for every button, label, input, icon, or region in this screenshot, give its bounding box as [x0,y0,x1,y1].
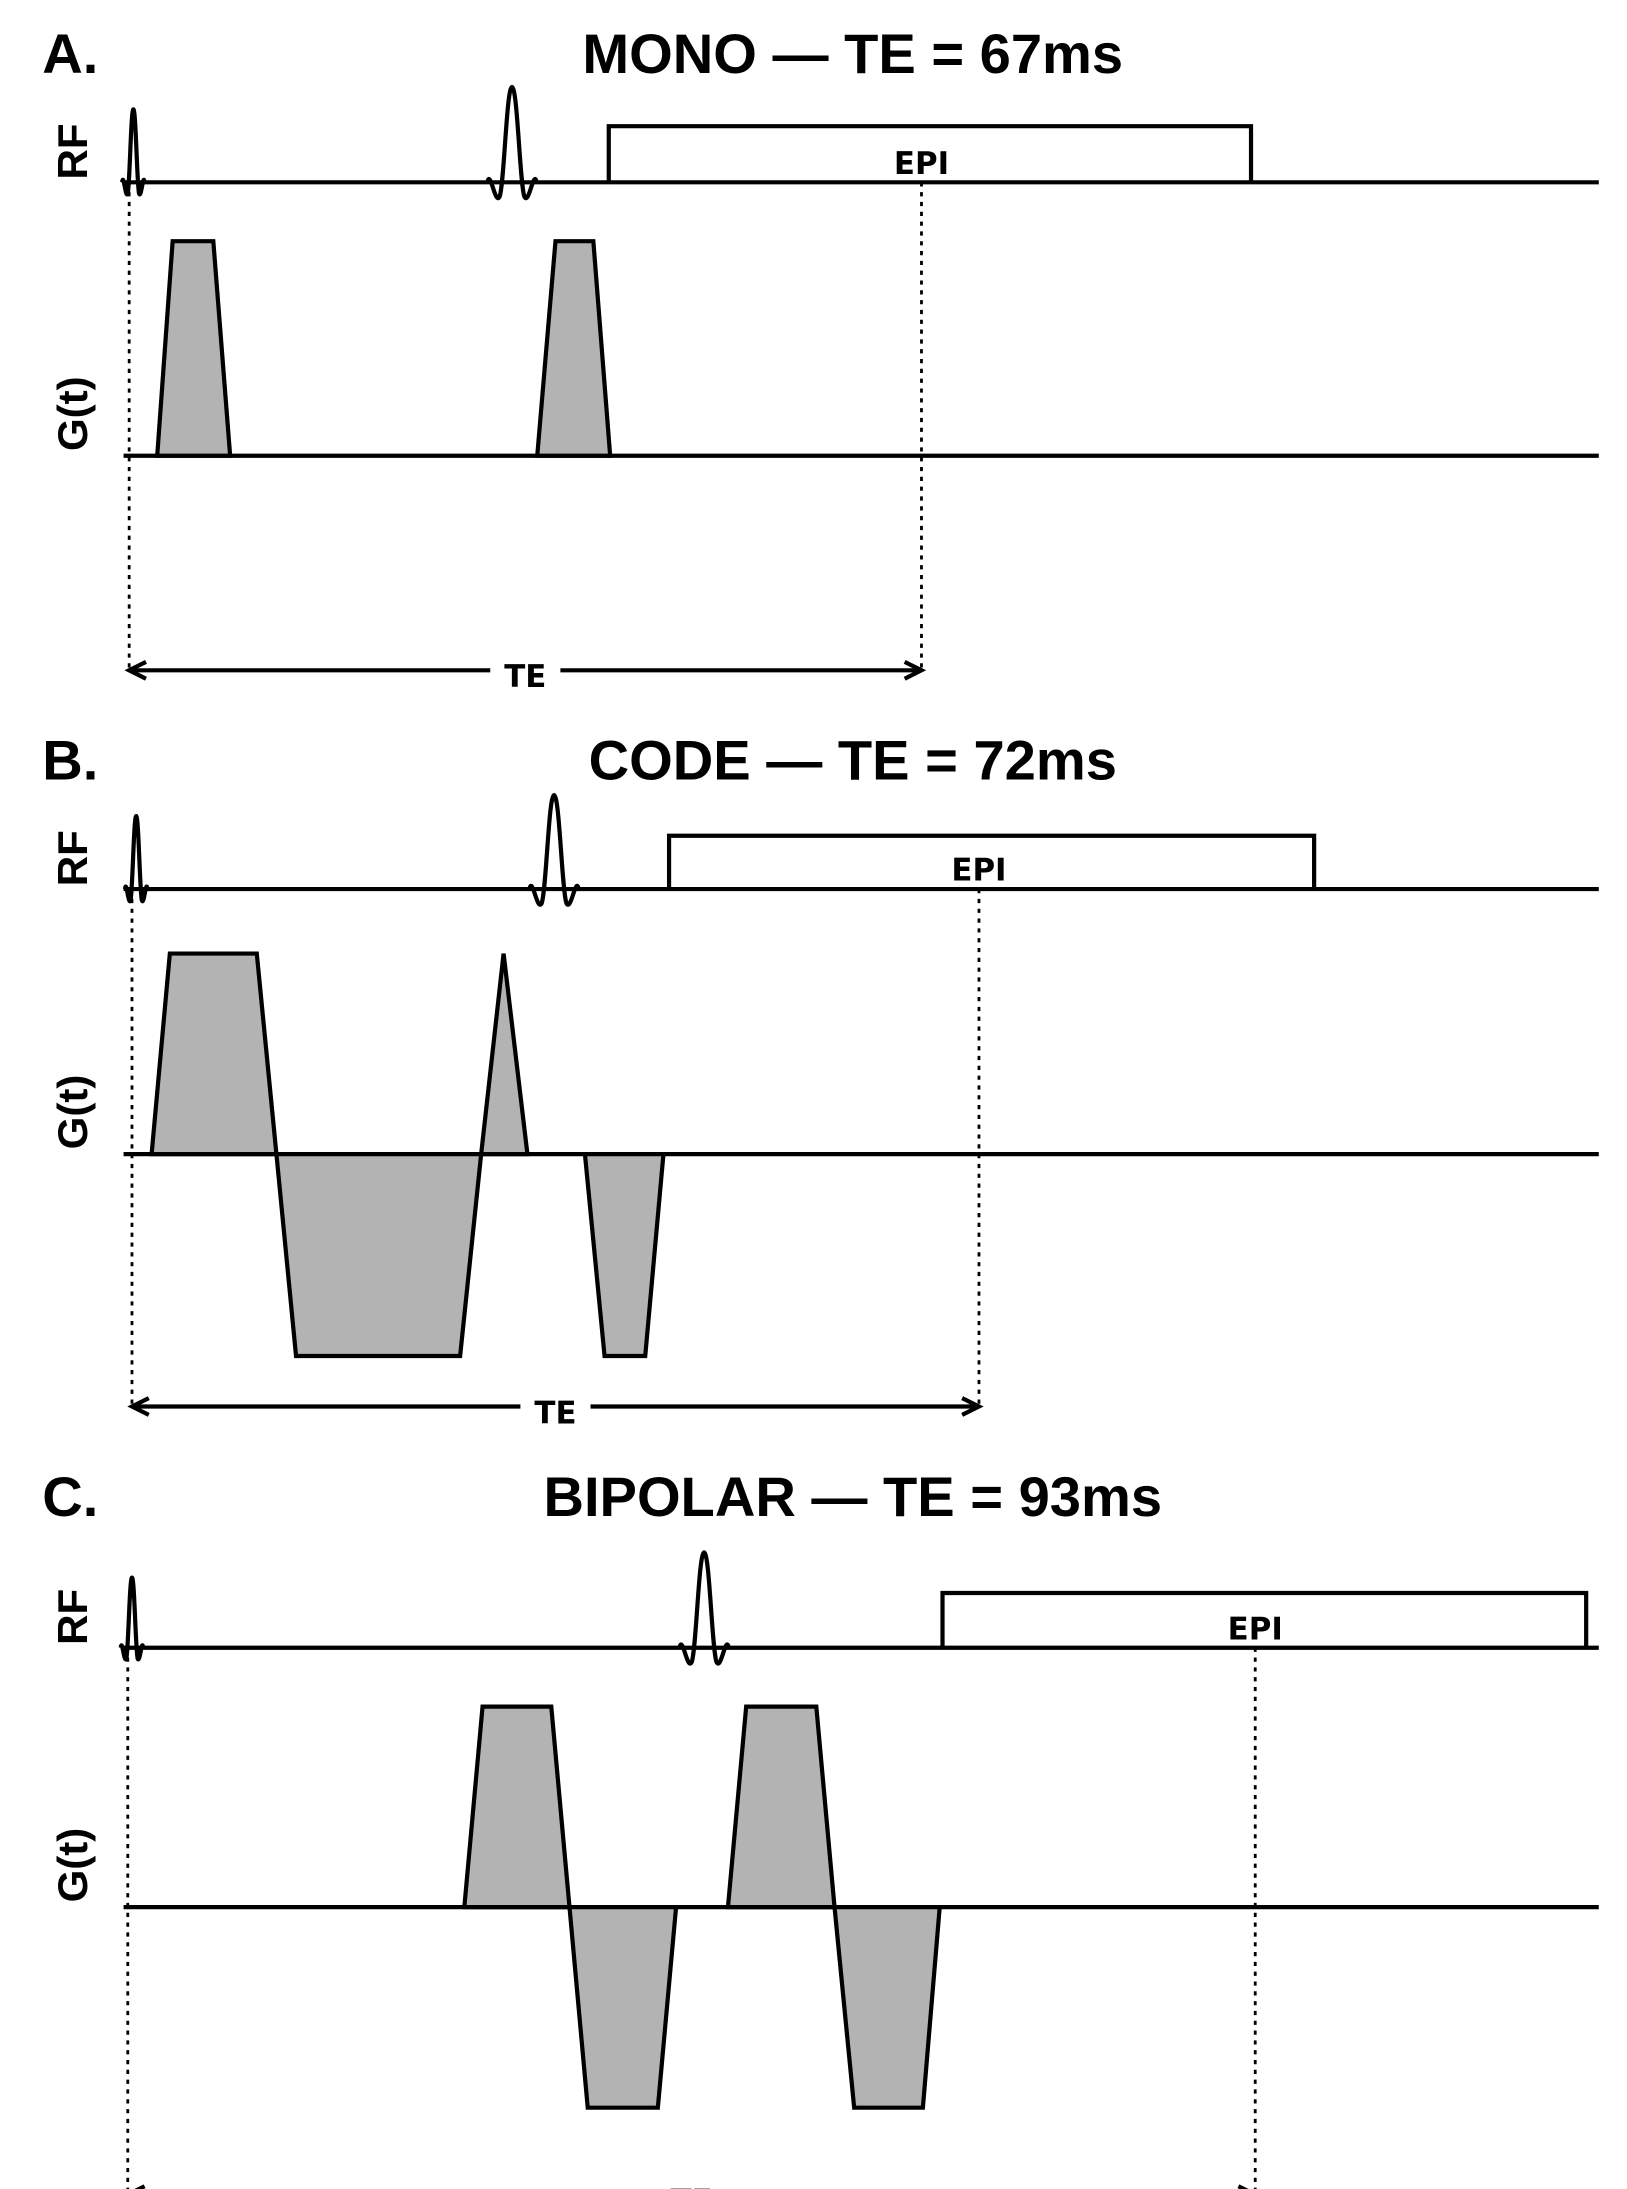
panel-letter: A. [42,22,98,85]
epi-label: EPI [1228,1611,1283,1647]
panel-letter: B. [42,729,98,792]
gradient-lobe [832,1905,942,2110]
rf-axis-label: RF [49,123,96,179]
rf-axis-label: RF [49,830,96,886]
excitation-pulse [118,1575,146,1662]
gradient-lobe [582,1151,666,1359]
panel-letter: C. [42,1465,98,1528]
panel-c: C. BIPOLAR — TE = 93ms RF G(t) EPI TE [42,1465,1599,2189]
gradient-axis-label: G(t) [49,1075,96,1150]
panel-a: A. MONO — TE = 67ms RF G(t) EPI TE [42,22,1599,695]
excitation-pulse [122,814,150,904]
arrowhead-right [903,660,927,681]
rf-axis-label: RF [49,1589,96,1645]
te-label: TE [504,659,546,695]
panel-b: B. CODE — TE = 72ms RF G(t) EPI TE [42,729,1599,1431]
gradient-lobe [154,239,233,458]
epi-label: EPI [894,146,949,182]
panel-title: CODE — TE = 72ms [589,729,1117,792]
gradient-lobe [567,1905,679,2110]
gradient-axis-label: G(t) [49,376,96,451]
refocusing-pulse [485,84,539,201]
epi-label: EPI [951,853,1006,889]
refocusing-pulse [677,1550,731,1666]
excitation-pulse [120,107,147,197]
te-label: TE [534,1395,576,1431]
gradient-lobe [149,951,279,1157]
refocusing-pulse [527,793,581,907]
panel-title: MONO — TE = 67ms [582,22,1123,85]
panel-title: BIPOLAR — TE = 93ms [543,1465,1162,1528]
arrowhead-left [127,1396,150,1417]
gradient-lobe [274,1151,484,1359]
gradient-lobe [725,1704,837,1910]
arrowhead-left [124,660,147,681]
gradient-lobe [534,239,613,458]
gradient-axis-label: G(t) [49,1828,96,1903]
epi-readout-box [666,833,1317,890]
gradient-lobe [462,1704,572,1910]
epi-readout-box [606,124,1254,183]
te-label: TE [670,2183,712,2189]
epi-readout-box [940,1590,1589,1648]
gradient-lobe [478,953,530,1157]
arrowhead-right [961,1396,984,1417]
